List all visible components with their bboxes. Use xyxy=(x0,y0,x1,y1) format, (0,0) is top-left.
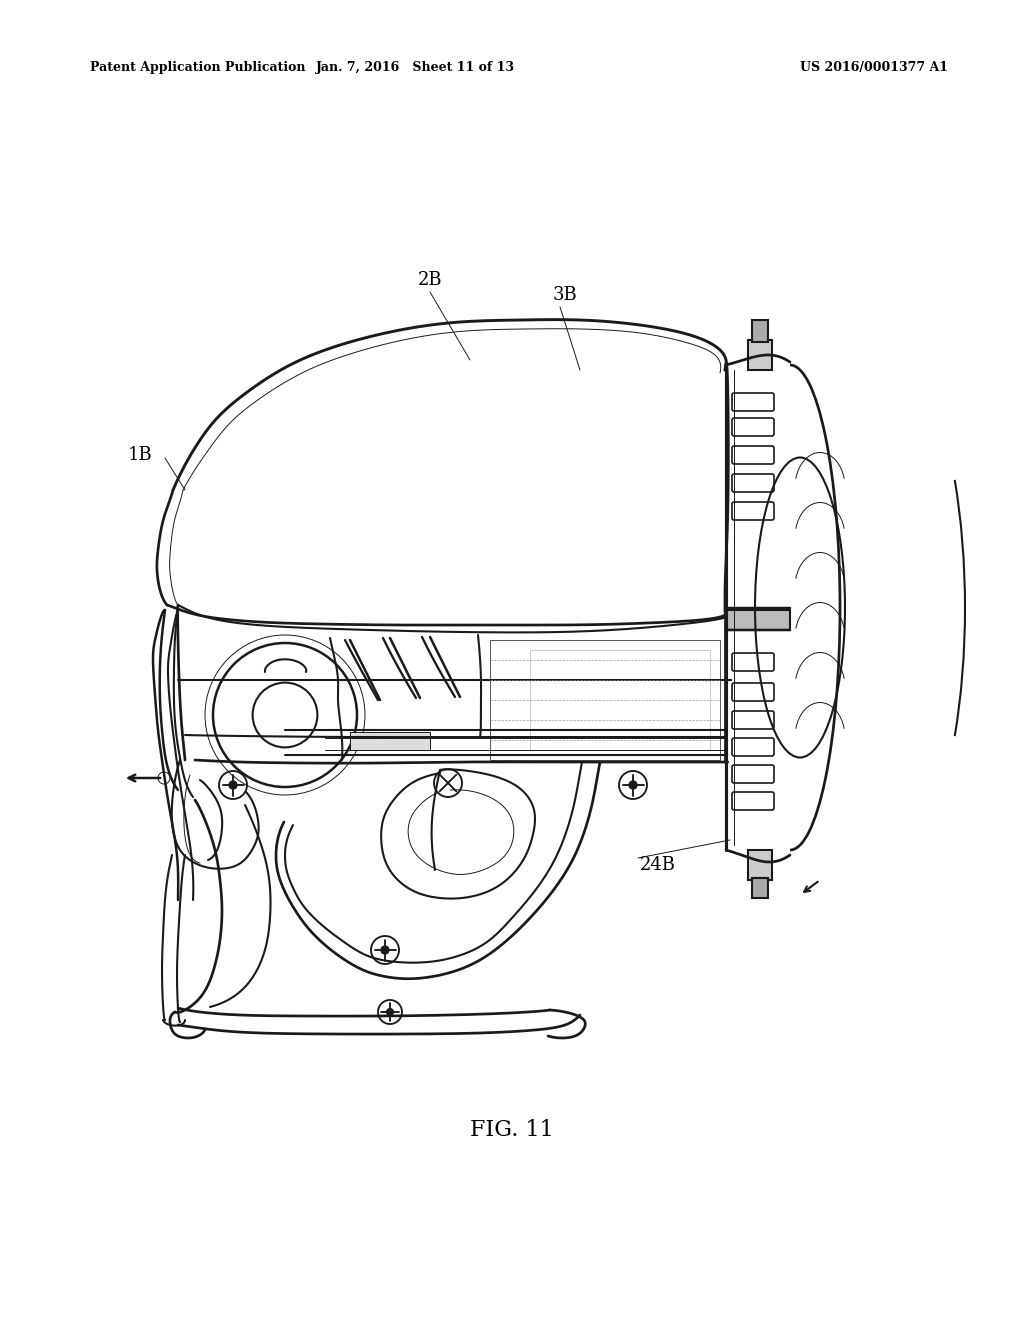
FancyBboxPatch shape xyxy=(732,792,774,810)
FancyBboxPatch shape xyxy=(732,682,774,701)
FancyBboxPatch shape xyxy=(732,738,774,756)
Text: Jan. 7, 2016   Sheet 11 of 13: Jan. 7, 2016 Sheet 11 of 13 xyxy=(315,62,514,74)
Text: Patent Application Publication: Patent Application Publication xyxy=(90,62,305,74)
Bar xyxy=(530,649,710,750)
FancyBboxPatch shape xyxy=(732,446,774,465)
Text: 2B: 2B xyxy=(418,271,442,289)
Bar xyxy=(748,850,772,880)
Bar xyxy=(350,733,430,750)
Text: 3B: 3B xyxy=(553,286,578,304)
Text: FIG. 11: FIG. 11 xyxy=(470,1119,554,1140)
FancyBboxPatch shape xyxy=(732,653,774,671)
FancyBboxPatch shape xyxy=(732,393,774,411)
FancyBboxPatch shape xyxy=(732,766,774,783)
Bar xyxy=(752,878,768,898)
FancyBboxPatch shape xyxy=(732,418,774,436)
Bar xyxy=(726,610,790,630)
Circle shape xyxy=(629,781,637,789)
Circle shape xyxy=(381,946,389,954)
Circle shape xyxy=(386,1008,393,1015)
Bar xyxy=(752,319,768,342)
Bar xyxy=(748,341,772,370)
Text: 24B: 24B xyxy=(640,855,676,874)
FancyBboxPatch shape xyxy=(732,474,774,492)
FancyBboxPatch shape xyxy=(732,502,774,520)
FancyBboxPatch shape xyxy=(732,711,774,729)
Bar xyxy=(490,640,720,760)
Circle shape xyxy=(228,781,238,789)
Text: US 2016/0001377 A1: US 2016/0001377 A1 xyxy=(800,62,948,74)
Text: 1B: 1B xyxy=(127,446,152,465)
